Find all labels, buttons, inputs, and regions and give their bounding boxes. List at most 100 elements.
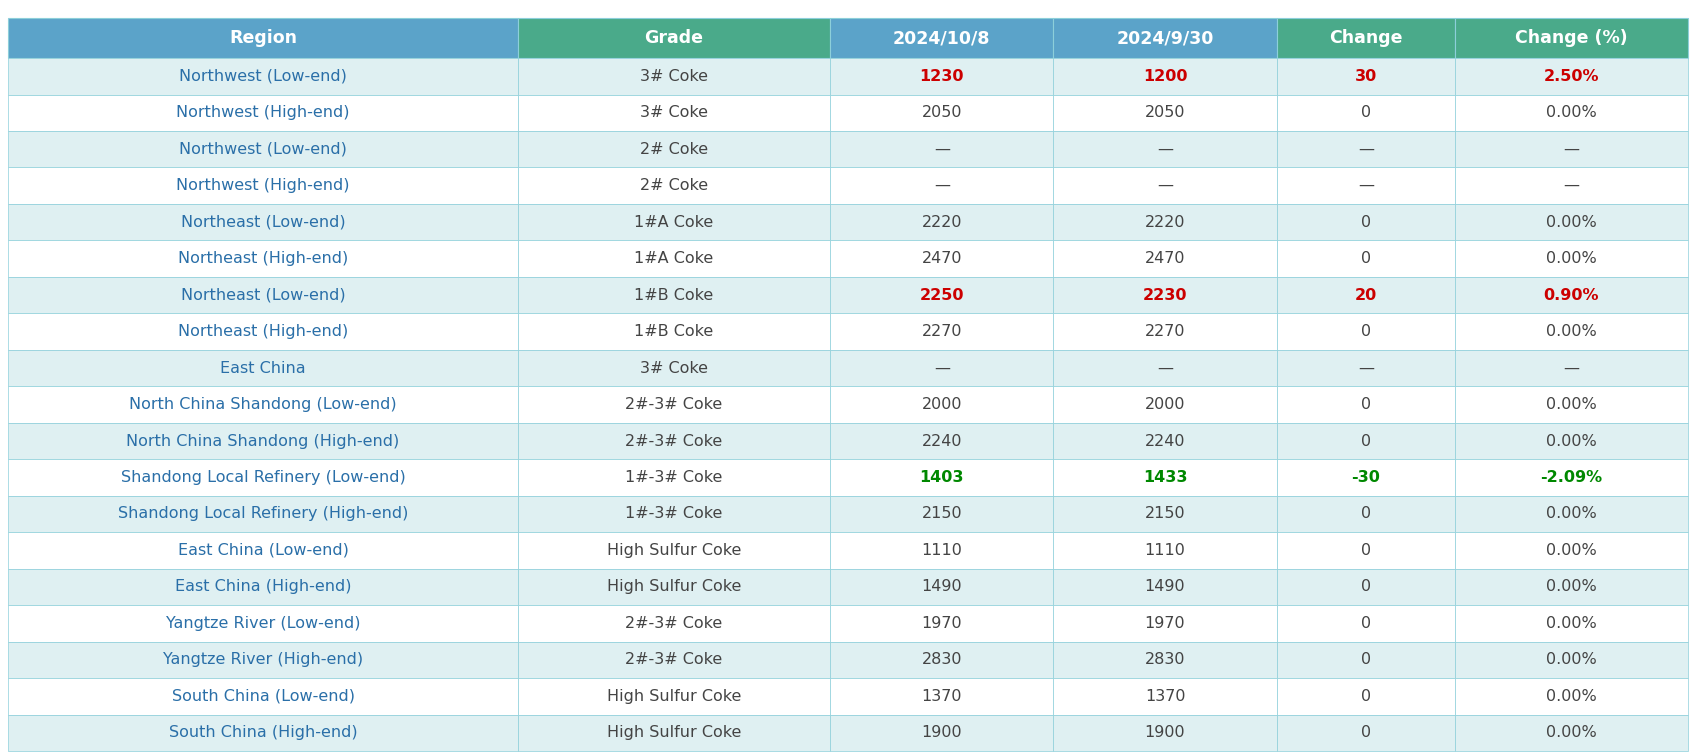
Text: 0: 0 — [1360, 397, 1370, 412]
Bar — [1277, 459, 1455, 496]
Text: 3# Coke: 3# Coke — [639, 69, 707, 84]
Text: Region: Region — [229, 29, 297, 47]
Text: 0.90%: 0.90% — [1543, 287, 1599, 302]
Text: East China (Low-end): East China (Low-end) — [178, 543, 348, 558]
Bar — [1277, 642, 1455, 678]
Text: 2240: 2240 — [921, 433, 962, 448]
Text: 2830: 2830 — [1145, 652, 1186, 668]
Text: 1110: 1110 — [1145, 543, 1186, 558]
Text: North China Shandong (Low-end): North China Shandong (Low-end) — [129, 397, 397, 412]
Bar — [1455, 605, 1688, 642]
Bar — [517, 168, 829, 204]
Bar — [517, 605, 829, 642]
Text: —: — — [1157, 178, 1174, 194]
Text: 0.00%: 0.00% — [1547, 324, 1598, 339]
Bar — [829, 569, 1053, 605]
Text: 2#-3# Coke: 2#-3# Coke — [626, 616, 722, 631]
Bar — [829, 350, 1053, 386]
Bar — [517, 532, 829, 569]
Bar — [1455, 18, 1688, 58]
Bar — [829, 94, 1053, 131]
Text: —: — — [1358, 141, 1374, 156]
Bar — [8, 313, 517, 350]
Bar — [1455, 496, 1688, 532]
Bar — [1455, 532, 1688, 569]
Bar — [829, 168, 1053, 204]
Text: -30: -30 — [1352, 470, 1381, 485]
Text: North China Shandong (High-end): North China Shandong (High-end) — [127, 433, 400, 448]
Bar — [1053, 386, 1277, 423]
Text: 1900: 1900 — [1145, 725, 1186, 740]
Text: 2024/10/8: 2024/10/8 — [894, 29, 990, 47]
Bar — [1053, 678, 1277, 714]
Bar — [1455, 569, 1688, 605]
Bar — [1053, 642, 1277, 678]
Text: 1110: 1110 — [921, 543, 962, 558]
Text: —: — — [1564, 141, 1579, 156]
Bar — [829, 240, 1053, 277]
Bar — [1053, 569, 1277, 605]
Text: 0: 0 — [1360, 616, 1370, 631]
Text: 30: 30 — [1355, 69, 1377, 84]
Bar — [829, 642, 1053, 678]
Text: —: — — [1564, 361, 1579, 376]
Bar — [1455, 277, 1688, 313]
Bar — [829, 532, 1053, 569]
Bar — [1455, 168, 1688, 204]
Bar — [829, 678, 1053, 714]
Bar — [1277, 313, 1455, 350]
Bar — [1455, 313, 1688, 350]
Text: —: — — [1358, 361, 1374, 376]
Text: 2# Coke: 2# Coke — [639, 178, 707, 194]
Text: 2050: 2050 — [921, 105, 962, 120]
Text: 3# Coke: 3# Coke — [639, 361, 707, 376]
Bar — [1455, 642, 1688, 678]
Bar — [829, 459, 1053, 496]
Text: 0.00%: 0.00% — [1547, 251, 1598, 266]
Text: 2#-3# Coke: 2#-3# Coke — [626, 652, 722, 668]
Text: 2000: 2000 — [1145, 397, 1186, 412]
Bar — [1053, 714, 1277, 751]
Text: 0.00%: 0.00% — [1547, 725, 1598, 740]
Text: 2#-3# Coke: 2#-3# Coke — [626, 397, 722, 412]
Text: High Sulfur Coke: High Sulfur Coke — [607, 543, 741, 558]
Bar — [1053, 532, 1277, 569]
Text: Change (%): Change (%) — [1515, 29, 1628, 47]
Text: 0: 0 — [1360, 543, 1370, 558]
Bar — [8, 642, 517, 678]
Bar — [8, 459, 517, 496]
Bar — [1053, 313, 1277, 350]
Text: 1#-3# Coke: 1#-3# Coke — [626, 470, 722, 485]
Text: 2150: 2150 — [921, 507, 962, 522]
Text: 2240: 2240 — [1145, 433, 1186, 448]
Text: Northwest (High-end): Northwest (High-end) — [176, 178, 349, 194]
Bar — [1277, 168, 1455, 204]
Bar — [1053, 204, 1277, 240]
Text: 1#-3# Coke: 1#-3# Coke — [626, 507, 722, 522]
Bar — [829, 131, 1053, 168]
Text: 2470: 2470 — [1145, 251, 1186, 266]
Text: South China (High-end): South China (High-end) — [168, 725, 358, 740]
Text: 2220: 2220 — [921, 215, 962, 230]
Text: High Sulfur Coke: High Sulfur Coke — [607, 725, 741, 740]
Text: 0: 0 — [1360, 689, 1370, 704]
Text: Northeast (High-end): Northeast (High-end) — [178, 251, 348, 266]
Text: South China (Low-end): South China (Low-end) — [171, 689, 354, 704]
Bar — [1277, 678, 1455, 714]
Text: 0: 0 — [1360, 215, 1370, 230]
Bar — [1053, 423, 1277, 459]
Text: Northeast (Low-end): Northeast (Low-end) — [181, 215, 346, 230]
Bar — [1277, 58, 1455, 94]
Text: 0.00%: 0.00% — [1547, 689, 1598, 704]
Text: 2150: 2150 — [1145, 507, 1186, 522]
Bar — [1455, 678, 1688, 714]
Text: 2270: 2270 — [1145, 324, 1186, 339]
Bar — [1053, 168, 1277, 204]
Bar — [1053, 240, 1277, 277]
Bar — [829, 605, 1053, 642]
Bar — [8, 58, 517, 94]
Text: Yangtze River (Low-end): Yangtze River (Low-end) — [166, 616, 360, 631]
Text: 2050: 2050 — [1145, 105, 1186, 120]
Bar — [8, 714, 517, 751]
Text: 0.00%: 0.00% — [1547, 652, 1598, 668]
